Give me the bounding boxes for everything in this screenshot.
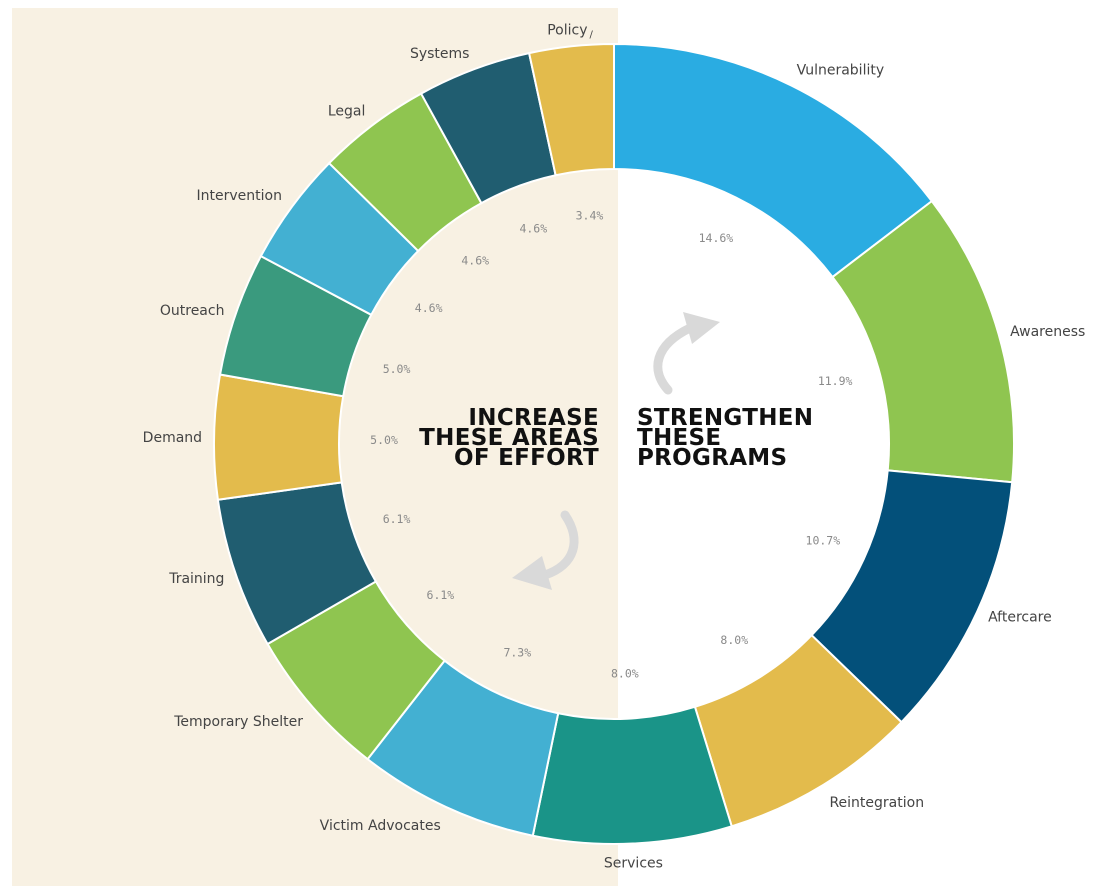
category-label-aftercare: Aftercare [988, 610, 1052, 626]
category-label-services: Services [604, 856, 663, 872]
category-label-victim-advocates: Victim Advocates [320, 818, 441, 834]
percent-label-vulnerability: 14.6% [699, 231, 734, 245]
curved-arrow-down-left-head [512, 556, 552, 590]
category-label-vulnerability: Vulnerability [797, 63, 885, 79]
center-text-left: INCREASE THESE AREAS OF EFFORT [419, 405, 599, 471]
percent-label-aftercare: 10.7% [806, 533, 841, 547]
donut-slices [213, 42, 1015, 845]
policy-label-suffix: / [589, 29, 593, 40]
percent-label-intervention: 4.6% [415, 301, 443, 315]
slice-policy [527, 42, 615, 177]
center-text-left-line-2: THESE AREAS [419, 425, 599, 451]
category-label-outreach: Outreach [160, 303, 225, 319]
category-label-reintegration: Reintegration [829, 795, 924, 811]
percent-label-policy: 3.4% [576, 208, 604, 222]
center-text-right-line-2: THESE [637, 425, 722, 451]
percent-label-systems: 4.6% [519, 222, 547, 236]
category-label-intervention: Intervention [197, 188, 282, 204]
percent-label-demand: 5.0% [370, 433, 398, 447]
curved-arrow-up-right-shaft [653, 323, 695, 395]
category-label-temporary-shelter: Temporary Shelter [173, 714, 303, 730]
percent-label-training: 6.1% [383, 512, 411, 526]
center-text-right-line-3: PROGRAMS [637, 445, 788, 471]
category-label-awareness: Awareness [1010, 324, 1085, 340]
center-text-right-line-1: STRENGTHEN [637, 405, 814, 431]
curved-arrow-down-left-shaft [540, 510, 579, 580]
percent-label-temporary-shelter: 6.1% [427, 588, 455, 602]
center-text-right: STRENGTHEN THESE PROGRAMS [637, 405, 814, 471]
percent-label-services: 8.0% [611, 667, 639, 681]
curved-arrow-down-left-icon [512, 510, 579, 590]
percent-label-reintegration: 8.0% [720, 633, 748, 647]
category-label-systems: Systems [410, 46, 470, 62]
percent-label-victim-advocates: 7.3% [503, 646, 531, 660]
percent-label-legal: 4.6% [461, 254, 489, 268]
percent-label-awareness: 11.9% [818, 374, 853, 388]
percent-label-outreach: 5.0% [383, 362, 411, 376]
category-label-demand: Demand [143, 430, 202, 446]
category-label-legal: Legal [328, 103, 366, 119]
center-arrows [512, 312, 720, 590]
percent-labels: 14.6% 11.9% 10.7% 8.0% 8.0% 7.3% 6.1% 6.1% 5.0% 5… [370, 208, 852, 680]
category-labels: Vulnerability Awareness Aftercare Reintegra… [143, 22, 1086, 871]
category-label-training: Training [168, 571, 224, 587]
center-text-left-line-3: OF EFFORT [453, 445, 599, 471]
center-text-left-line-1: INCREASE [468, 405, 599, 431]
curved-arrow-up-right-icon [653, 312, 720, 395]
slice-services [531, 705, 733, 845]
category-label-policy: Policy / [547, 22, 593, 40]
curved-arrow-up-right-head [683, 312, 720, 344]
